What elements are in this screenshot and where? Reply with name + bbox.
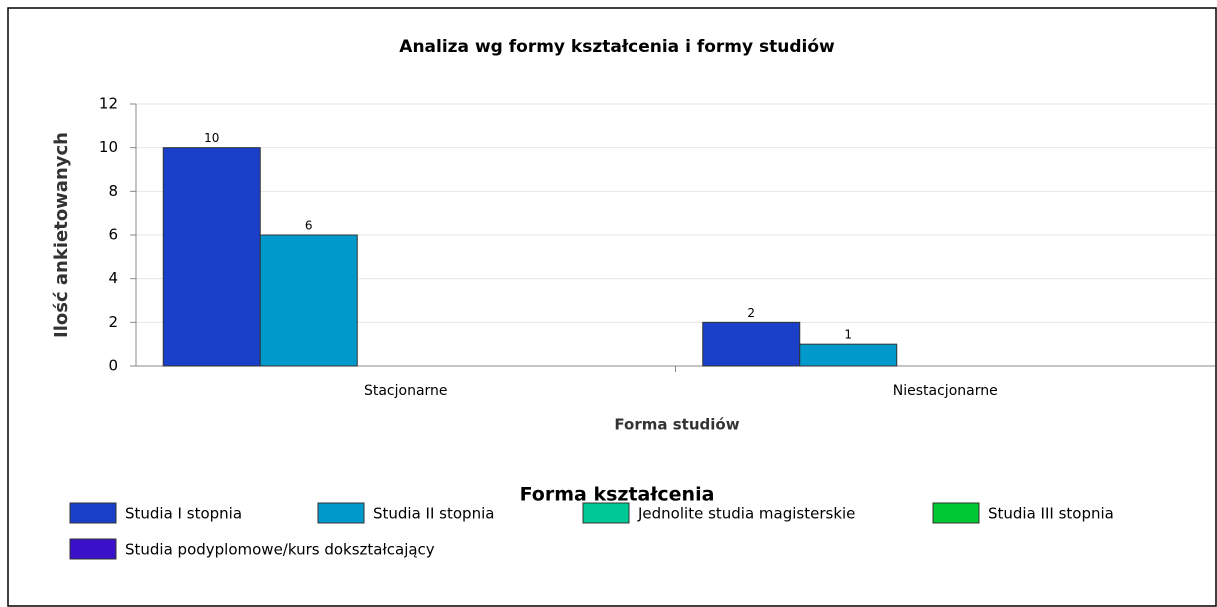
data-label: 2 — [747, 306, 755, 320]
bar — [702, 321, 801, 367]
data-label: 1 — [844, 328, 852, 342]
legend-swatch — [69, 502, 117, 524]
legend-label: Studia I stopnia — [125, 505, 242, 523]
data-label: 10 — [204, 131, 219, 145]
legend-title: Forma kształcenia — [520, 484, 715, 506]
x-tick-label: Niestacjonarne — [893, 383, 998, 399]
legend-label: Jednolite studia magisterskie — [637, 505, 855, 523]
bar — [162, 147, 261, 367]
data-label: 6 — [305, 219, 313, 233]
chart-title: Analiza wg formy kształcenia i formy stu… — [399, 37, 835, 57]
y-tick-label: 10 — [99, 138, 118, 156]
legend-swatch — [932, 502, 980, 524]
y-tick-label: 0 — [108, 357, 118, 375]
legend-swatch — [317, 502, 365, 524]
legend-swatch — [69, 538, 117, 560]
y-axis-title: Ilość ankietowanych — [51, 132, 72, 338]
legend-label: Studia podyplomowe/kurs dokształcający — [125, 541, 435, 559]
y-tick-label: 2 — [108, 313, 118, 331]
x-axis-title: Forma studiów — [614, 416, 739, 434]
legend-label: Studia III stopnia — [988, 505, 1114, 523]
x-tick-label: Stacjonarne — [364, 383, 448, 399]
y-tick-label: 8 — [108, 182, 118, 200]
legend-label: Studia II stopnia — [373, 505, 494, 523]
y-tick-label: 12 — [99, 95, 118, 113]
bar — [259, 234, 358, 367]
y-tick-label: 6 — [108, 226, 118, 244]
bar — [799, 343, 898, 367]
legend-swatch — [582, 502, 630, 524]
y-tick-label: 4 — [108, 269, 118, 287]
